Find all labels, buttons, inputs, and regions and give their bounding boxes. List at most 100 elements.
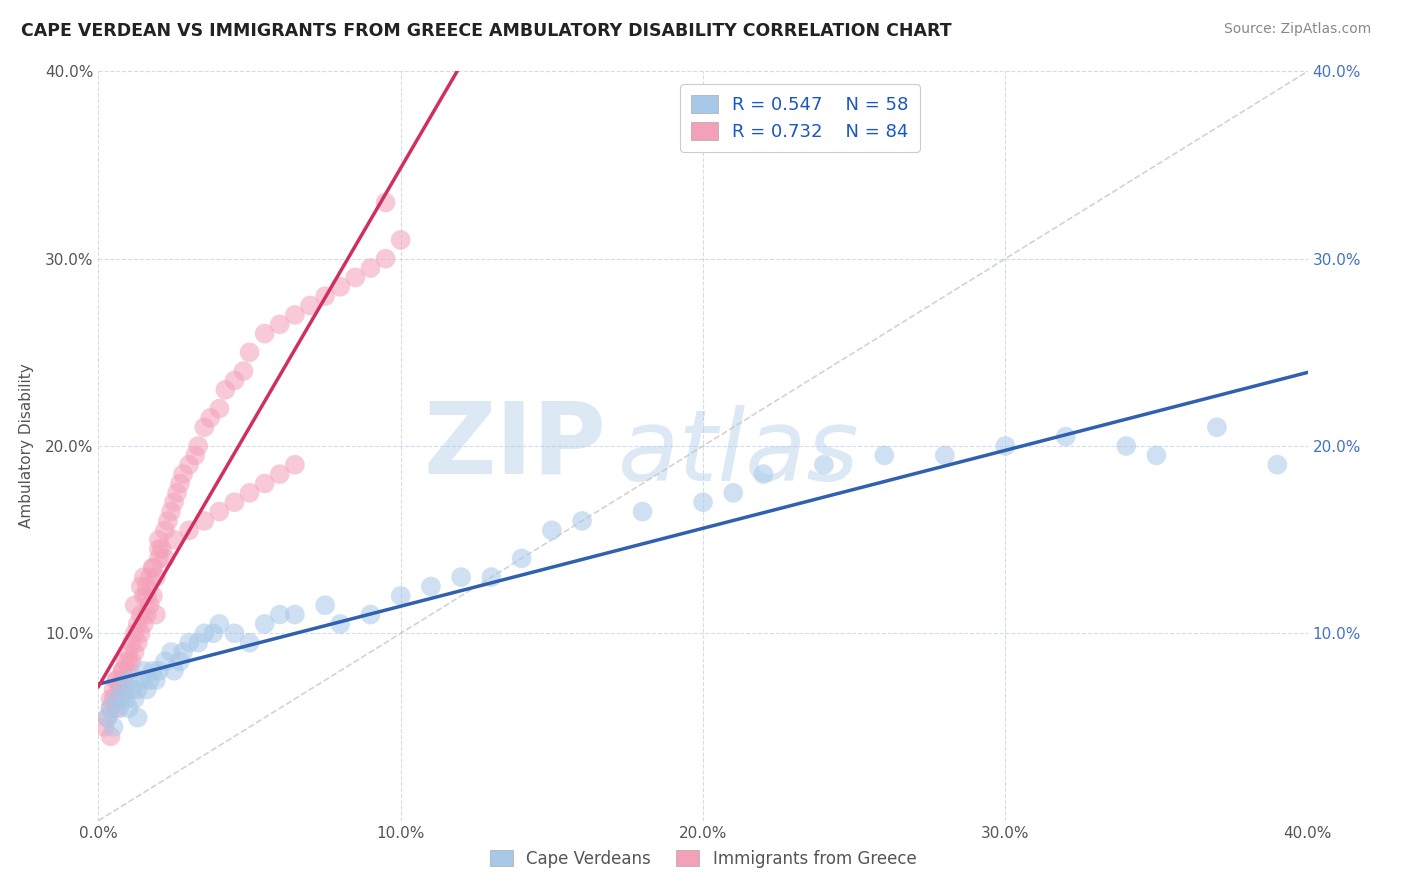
Point <box>105 701 128 715</box>
Point <box>100 701 122 715</box>
Point <box>108 692 131 706</box>
Point <box>540 524 562 538</box>
Point <box>420 580 443 594</box>
Point <box>389 233 412 247</box>
Point <box>135 607 157 622</box>
Point <box>200 411 222 425</box>
Point <box>105 692 128 706</box>
Point <box>1054 430 1077 444</box>
Point <box>510 551 533 566</box>
Point <box>132 570 155 584</box>
Point <box>224 374 246 388</box>
Point <box>142 561 165 575</box>
Point <box>135 682 157 697</box>
Point <box>129 580 152 594</box>
Point <box>193 514 215 528</box>
Point <box>105 673 128 688</box>
Point <box>253 326 276 341</box>
Point <box>163 664 186 678</box>
Point <box>129 673 152 688</box>
Point <box>127 617 149 632</box>
Point <box>193 626 215 640</box>
Point <box>1115 439 1137 453</box>
Point <box>96 710 118 724</box>
Point <box>994 439 1017 453</box>
Point <box>208 401 231 416</box>
Point <box>124 645 146 659</box>
Point <box>153 655 176 669</box>
Legend: Cape Verdeans, Immigrants from Greece: Cape Verdeans, Immigrants from Greece <box>481 841 925 876</box>
Point <box>284 308 307 322</box>
Point <box>193 420 215 434</box>
Point <box>118 701 141 715</box>
Point <box>103 682 125 697</box>
Point <box>179 524 201 538</box>
Point <box>163 495 186 509</box>
Point <box>127 710 149 724</box>
Point <box>389 589 412 603</box>
Point <box>160 505 183 519</box>
Point <box>179 635 201 649</box>
Point <box>239 635 262 649</box>
Y-axis label: Ambulatory Disability: Ambulatory Disability <box>18 364 34 528</box>
Point <box>360 607 382 622</box>
Point <box>208 505 231 519</box>
Point <box>873 449 896 463</box>
Point <box>127 635 149 649</box>
Point <box>114 655 136 669</box>
Point <box>360 261 382 276</box>
Point <box>145 673 167 688</box>
Point <box>723 486 745 500</box>
Point <box>108 682 131 697</box>
Point <box>135 580 157 594</box>
Point <box>1144 449 1167 463</box>
Point <box>172 645 194 659</box>
Point <box>160 645 183 659</box>
Point <box>100 701 122 715</box>
Point <box>145 570 167 584</box>
Point <box>269 607 291 622</box>
Point <box>934 449 956 463</box>
Point <box>172 467 194 482</box>
Point <box>148 533 170 547</box>
Point <box>132 664 155 678</box>
Point <box>202 626 225 640</box>
Point <box>139 673 162 688</box>
Point <box>118 664 141 678</box>
Point <box>148 664 170 678</box>
Point <box>187 635 209 649</box>
Point <box>111 664 134 678</box>
Point <box>132 589 155 603</box>
Point <box>135 589 157 603</box>
Text: CAPE VERDEAN VS IMMIGRANTS FROM GREECE AMBULATORY DISABILITY CORRELATION CHART: CAPE VERDEAN VS IMMIGRANTS FROM GREECE A… <box>21 22 952 40</box>
Point <box>114 692 136 706</box>
Point <box>1206 420 1229 434</box>
Point <box>163 533 186 547</box>
Point <box>118 655 141 669</box>
Point <box>169 476 191 491</box>
Point <box>224 626 246 640</box>
Point <box>124 626 146 640</box>
Point <box>105 673 128 688</box>
Point <box>314 599 336 613</box>
Point <box>153 524 176 538</box>
Point <box>103 692 125 706</box>
Point <box>100 692 122 706</box>
Point <box>224 495 246 509</box>
Point <box>118 645 141 659</box>
Point <box>121 682 143 697</box>
Point <box>481 570 503 584</box>
Point <box>214 383 236 397</box>
Point <box>344 270 367 285</box>
Point <box>184 449 207 463</box>
Text: ZIP: ZIP <box>423 398 606 494</box>
Point <box>232 364 254 378</box>
Point <box>145 607 167 622</box>
Point <box>139 599 162 613</box>
Point <box>284 607 307 622</box>
Point <box>93 720 115 734</box>
Point <box>142 589 165 603</box>
Point <box>253 476 276 491</box>
Point <box>329 617 352 632</box>
Point <box>169 655 191 669</box>
